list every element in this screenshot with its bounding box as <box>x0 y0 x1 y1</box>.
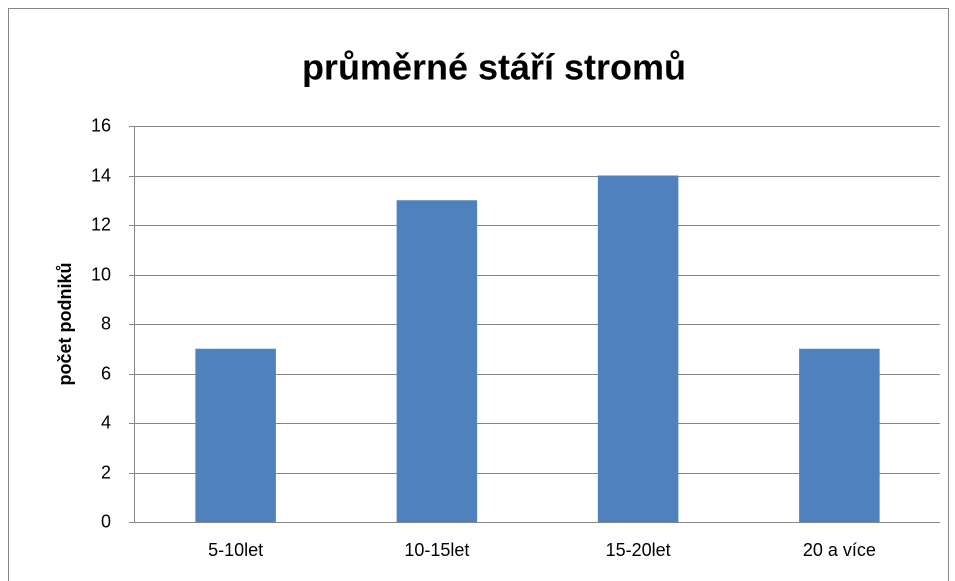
y-tick-label: 14 <box>91 165 111 185</box>
x-tick-label: 10-15let <box>404 540 469 560</box>
y-axis-label: počet podniků <box>55 263 75 386</box>
bar <box>597 175 679 522</box>
bar <box>799 348 880 522</box>
y-tick-label: 2 <box>101 462 111 482</box>
chart-title: průměrné stáří stromů <box>302 47 686 88</box>
y-tick-label: 12 <box>91 214 111 234</box>
y-tick-label: 10 <box>91 264 111 284</box>
chart-border <box>8 8 949 581</box>
y-tick-label: 8 <box>101 313 111 333</box>
bar <box>195 348 276 522</box>
x-tick-label: 5-10let <box>208 540 263 560</box>
y-tick-label: 0 <box>101 511 111 531</box>
y-tick-label: 4 <box>101 412 111 432</box>
bar <box>396 200 478 522</box>
y-tick-label: 6 <box>101 363 111 383</box>
x-tick-label: 20 a více <box>803 540 876 560</box>
x-tick-label: 15-20let <box>606 540 671 560</box>
y-tick-label: 16 <box>91 115 111 135</box>
